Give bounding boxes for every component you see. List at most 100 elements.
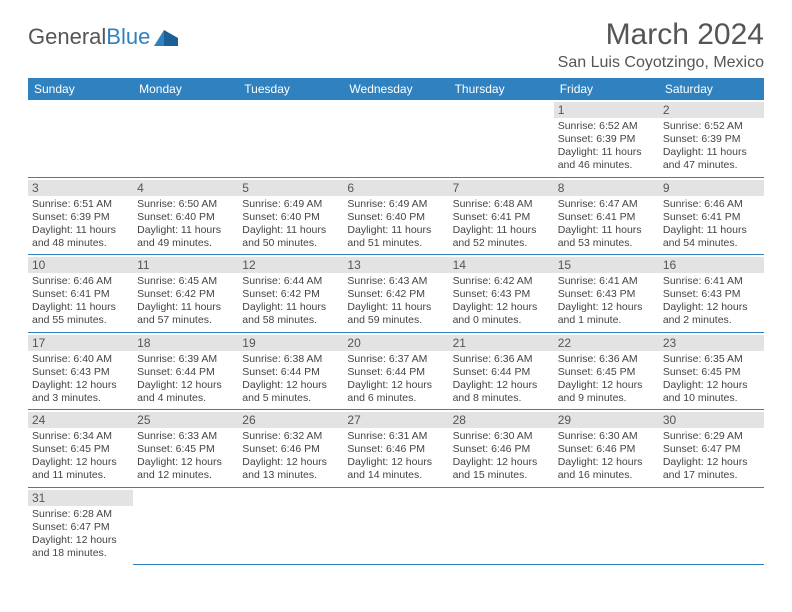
calendar-cell: 17Sunrise: 6:40 AMSunset: 6:43 PMDayligh… <box>28 332 133 410</box>
daylight-line: Daylight: 12 hours and 8 minutes. <box>453 379 550 405</box>
daylight-line: Daylight: 12 hours and 9 minutes. <box>558 379 655 405</box>
calendar-cell: 9Sunrise: 6:46 AMSunset: 6:41 PMDaylight… <box>659 177 764 255</box>
calendar-cell-empty <box>554 487 659 564</box>
day-number: 2 <box>659 102 764 118</box>
sunrise-line: Sunrise: 6:30 AM <box>453 430 550 443</box>
daylight-line: Daylight: 11 hours and 47 minutes. <box>663 146 760 172</box>
sunset-line: Sunset: 6:46 PM <box>453 443 550 456</box>
daylight-line: Daylight: 12 hours and 2 minutes. <box>663 301 760 327</box>
calendar-table: SundayMondayTuesdayWednesdayThursdayFrid… <box>28 78 764 565</box>
sunset-line: Sunset: 6:46 PM <box>242 443 339 456</box>
daylight-line: Daylight: 11 hours and 57 minutes. <box>137 301 234 327</box>
daylight-line: Daylight: 12 hours and 6 minutes. <box>347 379 444 405</box>
sunrise-line: Sunrise: 6:44 AM <box>242 275 339 288</box>
sunrise-line: Sunrise: 6:41 AM <box>558 275 655 288</box>
calendar-cell: 5 Sunrise: 6:49 AMSunset: 6:40 PMDaylight… <box>238 177 343 255</box>
logo-text-1: General <box>28 24 106 50</box>
calendar-head: SundayMondayTuesdayWednesdayThursdayFrid… <box>28 78 764 100</box>
day-number: 28 <box>449 412 554 428</box>
calendar-cell: 31Sunrise: 6:28 AMSunset: 6:47 PMDayligh… <box>28 487 133 564</box>
calendar-cell-empty <box>343 487 448 564</box>
sunset-line: Sunset: 6:45 PM <box>663 366 760 379</box>
sunset-line: Sunset: 6:46 PM <box>347 443 444 456</box>
daylight-line: Daylight: 11 hours and 53 minutes. <box>558 224 655 250</box>
daylight-line: Daylight: 12 hours and 18 minutes. <box>32 534 129 560</box>
daylight-line: Daylight: 12 hours and 17 minutes. <box>663 456 760 482</box>
daylight-line: Daylight: 11 hours and 54 minutes. <box>663 224 760 250</box>
calendar-cell: 19Sunrise: 6:38 AMSunset: 6:44 PMDayligh… <box>238 332 343 410</box>
day-number: 21 <box>449 335 554 351</box>
calendar-cell: 2 Sunrise: 6:52 AMSunset: 6:39 PMDaylight… <box>659 100 764 177</box>
daylight-line: Daylight: 12 hours and 15 minutes. <box>453 456 550 482</box>
calendar-cell: 8Sunrise: 6:47 AMSunset: 6:41 PMDaylight… <box>554 177 659 255</box>
daylight-line: Daylight: 11 hours and 50 minutes. <box>242 224 339 250</box>
day-number: 5 <box>238 180 343 196</box>
sunrise-line: Sunrise: 6:35 AM <box>663 353 760 366</box>
sunrise-line: Sunrise: 6:49 AM <box>242 198 339 211</box>
day-number: 23 <box>659 335 764 351</box>
daylight-line: Daylight: 12 hours and 13 minutes. <box>242 456 339 482</box>
sunrise-line: Sunrise: 6:46 AM <box>32 275 129 288</box>
day-number: 8 <box>554 180 659 196</box>
weekday-header: Thursday <box>449 78 554 100</box>
daylight-line: Daylight: 11 hours and 49 minutes. <box>137 224 234 250</box>
sunrise-line: Sunrise: 6:41 AM <box>663 275 760 288</box>
sunset-line: Sunset: 6:44 PM <box>242 366 339 379</box>
sunrise-line: Sunrise: 6:49 AM <box>347 198 444 211</box>
sunrise-line: Sunrise: 6:43 AM <box>347 275 444 288</box>
day-number: 22 <box>554 335 659 351</box>
calendar-cell-empty <box>133 100 238 177</box>
sunset-line: Sunset: 6:45 PM <box>32 443 129 456</box>
sunset-line: Sunset: 6:41 PM <box>453 211 550 224</box>
weekday-header: Saturday <box>659 78 764 100</box>
daylight-line: Daylight: 11 hours and 51 minutes. <box>347 224 444 250</box>
calendar-cell: 30Sunrise: 6:29 AMSunset: 6:47 PMDayligh… <box>659 410 764 488</box>
sunrise-line: Sunrise: 6:29 AM <box>663 430 760 443</box>
daylight-line: Daylight: 11 hours and 55 minutes. <box>32 301 129 327</box>
daylight-line: Daylight: 12 hours and 14 minutes. <box>347 456 444 482</box>
sunrise-line: Sunrise: 6:50 AM <box>137 198 234 211</box>
sunrise-line: Sunrise: 6:31 AM <box>347 430 444 443</box>
day-number: 10 <box>28 257 133 273</box>
day-number: 31 <box>28 490 133 506</box>
sunset-line: Sunset: 6:43 PM <box>453 288 550 301</box>
sunrise-line: Sunrise: 6:36 AM <box>558 353 655 366</box>
daylight-line: Daylight: 11 hours and 58 minutes. <box>242 301 339 327</box>
sunset-line: Sunset: 6:47 PM <box>32 521 129 534</box>
daylight-line: Daylight: 11 hours and 48 minutes. <box>32 224 129 250</box>
calendar-cell: 13Sunrise: 6:43 AMSunset: 6:42 PMDayligh… <box>343 255 448 333</box>
calendar-cell: 3Sunrise: 6:51 AMSunset: 6:39 PMDaylight… <box>28 177 133 255</box>
calendar-cell: 16Sunrise: 6:41 AMSunset: 6:43 PMDayligh… <box>659 255 764 333</box>
day-number: 13 <box>343 257 448 273</box>
calendar-cell: 28 Sunrise: 6:30 AMSunset: 6:46 PMDayligh… <box>449 410 554 488</box>
day-number: 18 <box>133 335 238 351</box>
sunset-line: Sunset: 6:39 PM <box>663 133 760 146</box>
calendar-cell: 18Sunrise: 6:39 AMSunset: 6:44 PMDayligh… <box>133 332 238 410</box>
sunset-line: Sunset: 6:40 PM <box>242 211 339 224</box>
calendar-cell-empty <box>449 100 554 177</box>
sunrise-line: Sunrise: 6:37 AM <box>347 353 444 366</box>
sunset-line: Sunset: 6:46 PM <box>558 443 655 456</box>
weekday-header: Sunday <box>28 78 133 100</box>
calendar-cell: 12Sunrise: 6:44 AMSunset: 6:42 PMDayligh… <box>238 255 343 333</box>
calendar-cell: 24Sunrise: 6:34 AMSunset: 6:45 PMDayligh… <box>28 410 133 488</box>
day-number: 19 <box>238 335 343 351</box>
daylight-line: Daylight: 11 hours and 59 minutes. <box>347 301 444 327</box>
daylight-line: Daylight: 12 hours and 5 minutes. <box>242 379 339 405</box>
sunrise-line: Sunrise: 6:36 AM <box>453 353 550 366</box>
calendar-cell: 23Sunrise: 6:35 AMSunset: 6:45 PMDayligh… <box>659 332 764 410</box>
calendar-cell-empty <box>449 487 554 564</box>
weekday-header: Monday <box>133 78 238 100</box>
sunset-line: Sunset: 6:42 PM <box>137 288 234 301</box>
calendar-cell: 6Sunrise: 6:49 AMSunset: 6:40 PMDaylight… <box>343 177 448 255</box>
daylight-line: Daylight: 12 hours and 16 minutes. <box>558 456 655 482</box>
page-title: March 2024 <box>558 18 764 52</box>
sunrise-line: Sunrise: 6:52 AM <box>663 120 760 133</box>
sunrise-line: Sunrise: 6:39 AM <box>137 353 234 366</box>
day-number: 11 <box>133 257 238 273</box>
sunset-line: Sunset: 6:40 PM <box>137 211 234 224</box>
calendar-cell-empty <box>133 487 238 564</box>
daylight-line: Daylight: 11 hours and 52 minutes. <box>453 224 550 250</box>
sunset-line: Sunset: 6:41 PM <box>663 211 760 224</box>
calendar-cell: 29Sunrise: 6:30 AMSunset: 6:46 PMDayligh… <box>554 410 659 488</box>
